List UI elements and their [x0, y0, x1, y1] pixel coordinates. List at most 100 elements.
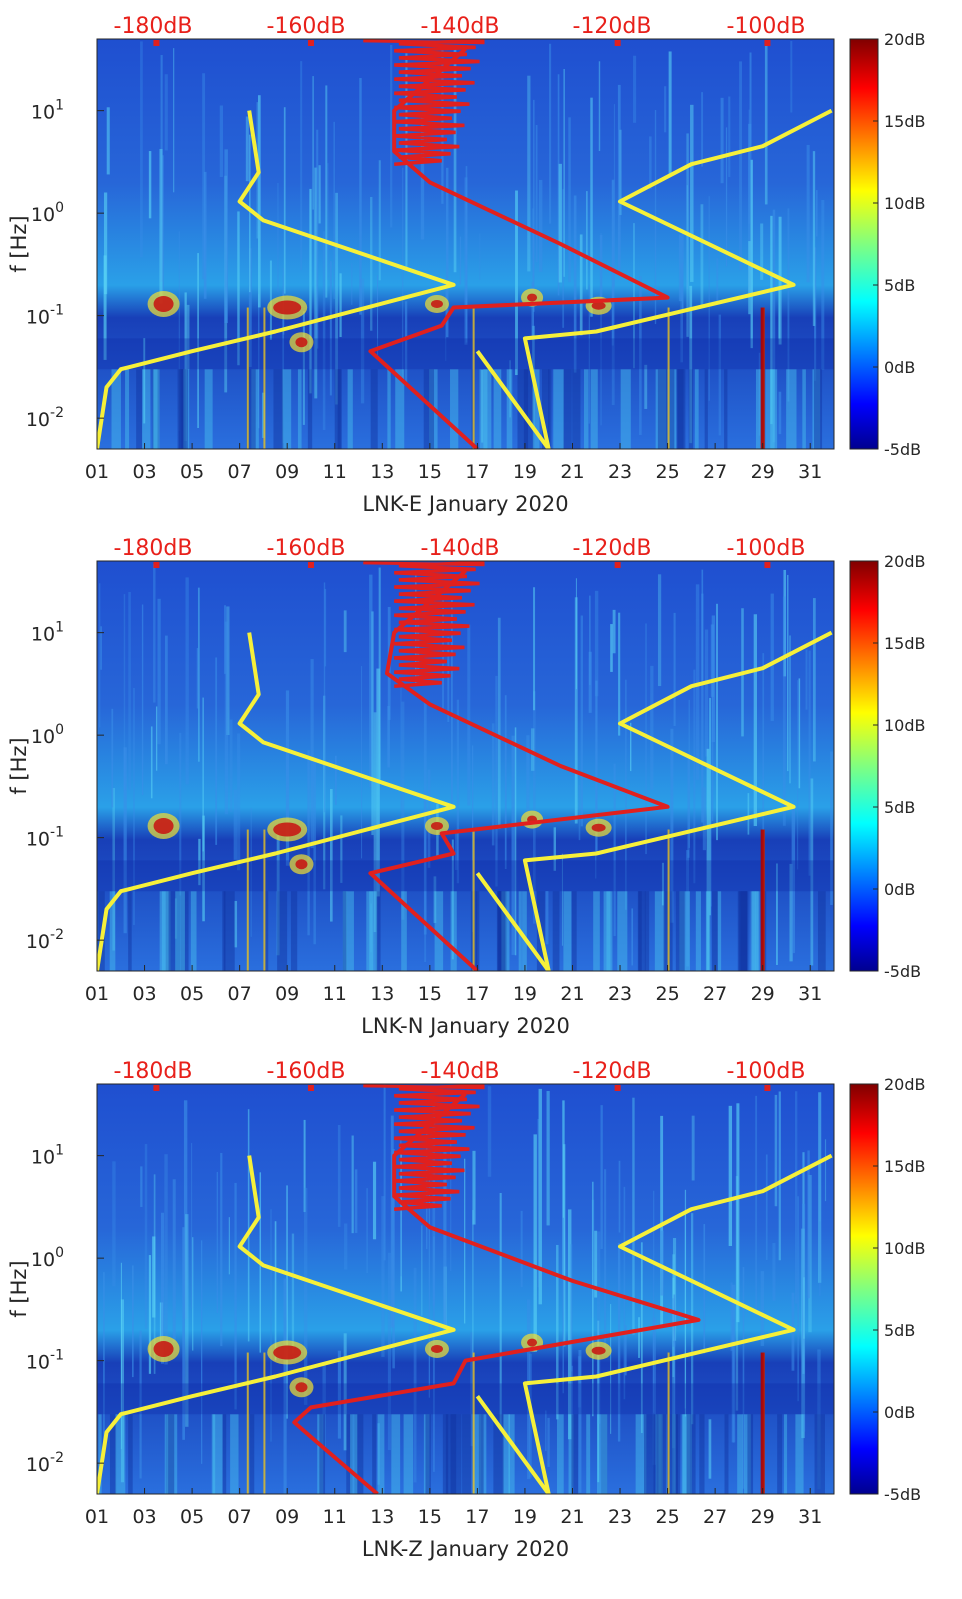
x-tick-label: 09	[275, 461, 299, 483]
x-tick-label: 23	[608, 1506, 632, 1528]
colorbar	[849, 1083, 879, 1495]
x-tick-label: 17	[465, 983, 489, 1005]
y-axis-title: f [Hz]	[7, 215, 31, 272]
colorbar-label: 0dB	[884, 1403, 915, 1422]
x-tick-label: 23	[608, 983, 632, 1005]
y-tick-label: 10-2	[26, 1450, 64, 1476]
x-tick-label: 09	[275, 983, 299, 1005]
top-axis-label: -180dB	[114, 1059, 193, 1084]
x-tick-label: 13	[370, 461, 394, 483]
x-tick-label: 05	[180, 1506, 204, 1528]
top-marker	[307, 40, 314, 46]
x-tick-label: 25	[655, 1506, 679, 1528]
red-hf-cluster	[394, 1084, 485, 1211]
top-axis-label: -160dB	[267, 14, 346, 39]
top-axis-label: -160dB	[267, 1059, 346, 1084]
x-tick-label: 07	[228, 983, 252, 1005]
y-axis-title: f [Hz]	[7, 737, 31, 794]
x-tick-label: 25	[655, 461, 679, 483]
red-top-segment	[363, 561, 485, 567]
red-top-segment	[363, 39, 485, 45]
colorbar-label: -5dB	[884, 962, 921, 981]
x-tick-label: 13	[370, 1506, 394, 1528]
yellow-model-line-1	[97, 1155, 456, 1494]
top-axis-label: -100dB	[727, 14, 806, 39]
x-tick-label: 15	[418, 461, 442, 483]
x-tick-label: 05	[180, 983, 204, 1005]
top-axis-label: -140dB	[421, 536, 500, 561]
colorbar-label: 20dB	[884, 1075, 926, 1094]
y-tick-label: 10-1	[26, 825, 64, 851]
top-marker	[764, 562, 771, 568]
plot-frame	[96, 560, 835, 972]
x-axis-title: LNK-E January 2020	[362, 492, 568, 516]
colorbar-label: 5dB	[884, 1321, 915, 1340]
x-tick-label: 21	[560, 1506, 584, 1528]
colorbar-label: 15dB	[884, 112, 926, 131]
plot-frame	[96, 38, 835, 450]
x-tick-label: 01	[85, 1506, 109, 1528]
x-tick-label: 07	[228, 461, 252, 483]
colorbar-label: -5dB	[884, 440, 921, 459]
colorbar-label: 15dB	[884, 1157, 926, 1176]
x-tick-label: 03	[132, 461, 156, 483]
top-axis-label: -120dB	[573, 14, 652, 39]
top-axis-label: -100dB	[727, 536, 806, 561]
x-tick-label: 11	[323, 983, 347, 1005]
y-tick-label: 10-2	[26, 405, 64, 431]
yellow-model-line-2	[475, 1153, 833, 1494]
x-tick-label: 27	[703, 983, 727, 1005]
top-marker	[307, 1085, 314, 1091]
x-tick-label: 29	[751, 983, 775, 1005]
x-tick-label: 03	[132, 983, 156, 1005]
event-line	[760, 307, 765, 449]
red-top-segment	[363, 1084, 485, 1090]
x-tick-label: 19	[513, 1506, 537, 1528]
panel-3: 01 03 05 07 09 11 13 15 17 19 21 23 25 27 29 31 LNK-Z Ja…	[7, 1059, 926, 1561]
x-tick-label: 17	[465, 461, 489, 483]
y-tick-label: 10-1	[26, 1348, 64, 1374]
colorbar-label: 20dB	[884, 552, 926, 571]
event-line	[760, 1352, 765, 1494]
x-tick-label: 03	[132, 1506, 156, 1528]
x-tick-label: 27	[703, 1506, 727, 1528]
x-tick-label: 29	[751, 461, 775, 483]
x-axis-title: LNK-N January 2020	[361, 1014, 570, 1038]
x-tick-label: 05	[180, 461, 204, 483]
x-tick-label: 31	[798, 461, 822, 483]
colorbar-label: 0dB	[884, 358, 915, 377]
top-marker	[764, 40, 771, 46]
x-tick-label: 17	[465, 1506, 489, 1528]
top-axis-label: -180dB	[114, 536, 193, 561]
x-tick-label: 01	[85, 461, 109, 483]
x-tick-label: 13	[370, 983, 394, 1005]
x-tick-label: 29	[751, 1506, 775, 1528]
panel-1: 01 03 05 07 09 11 13 15 17 19 21 23 25 27 29 31 LNK-E Ja…	[7, 14, 926, 516]
spectrogram-background	[97, 561, 834, 971]
x-tick-label: 19	[513, 983, 537, 1005]
colorbar-label: 10dB	[884, 716, 926, 735]
y-tick-label: 101	[31, 98, 64, 124]
red-hf-cluster	[394, 561, 485, 688]
x-tick-label: 31	[798, 1506, 822, 1528]
colorbar	[849, 560, 879, 972]
top-marker	[764, 1085, 771, 1091]
top-axis-label: -140dB	[421, 14, 500, 39]
y-axis-title: f [Hz]	[7, 1260, 31, 1317]
red-hf-cluster	[394, 39, 485, 166]
y-tick-label: 100	[31, 200, 64, 226]
top-axis-label: -100dB	[727, 1059, 806, 1084]
top-marker	[153, 562, 160, 568]
top-axis-label: -140dB	[421, 1059, 500, 1084]
colorbar-label: 10dB	[884, 194, 926, 213]
y-tick-label: 100	[31, 1245, 64, 1271]
top-marker	[614, 562, 621, 568]
x-tick-label: 07	[228, 1506, 252, 1528]
colorbar-label: 5dB	[884, 798, 915, 817]
y-tick-label: 10-2	[26, 927, 64, 953]
colorbar-label: 20dB	[884, 30, 926, 49]
yellow-model-line-1	[97, 110, 456, 449]
x-tick-label: 09	[275, 1506, 299, 1528]
plot-frame	[96, 1083, 835, 1495]
